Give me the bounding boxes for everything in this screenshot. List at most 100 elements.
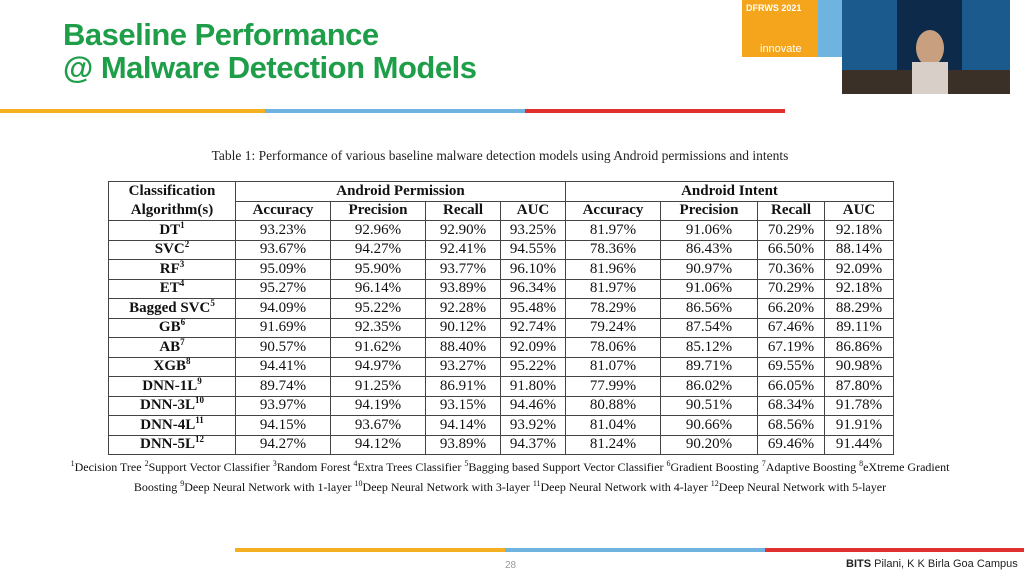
row-name: XGB8 (108, 356, 236, 377)
table-cell: 77.99% (565, 376, 661, 397)
table-cell: 81.07% (565, 356, 661, 377)
footer-org: BITS Pilani, K K Birla Goa Campus (846, 558, 1018, 570)
table-cell: 86.91% (425, 376, 501, 397)
table-cell: 88.40% (425, 337, 501, 358)
column-header: Accuracy (565, 200, 661, 221)
table-cell: 92.90% (425, 220, 501, 241)
table-row: SVC2 93.67% 94.27% 92.41% 94.55% 78.36% 86.43%… (108, 239, 894, 260)
table-cell: 94.15% (235, 415, 331, 436)
table-row: XGB8 94.41% 94.97% 93.27% 95.22% 81.07% 89.71%… (108, 356, 894, 377)
footnote-mark: 6 (666, 459, 671, 468)
table-cell: 91.91% (824, 415, 894, 436)
webcam (842, 0, 1010, 94)
footnote-mark: 12 (710, 479, 719, 488)
row-name: DNN-3L10 (108, 395, 236, 416)
table-cell: 93.23% (235, 220, 331, 241)
table-cell: 89.74% (235, 376, 331, 397)
org-bold: BITS (846, 558, 872, 570)
table-row: DNN-1L9 89.74% 91.25% 86.91% 91.80% 77.99% 86.… (108, 375, 894, 397)
table-cell: 69.46% (757, 434, 825, 455)
header-row: Accuracy Precision Recall AUC Accuracy Precis… (109, 200, 894, 221)
footnote-mark: 5 (464, 459, 469, 468)
divider (765, 548, 1024, 552)
footnote: 9Deep Neural Network with 1-layer (180, 479, 352, 495)
table-cell: 95.27% (235, 278, 331, 299)
footnote-mark: 8 (859, 459, 864, 468)
table-cell: 94.37% (500, 434, 566, 455)
table-cell: 94.14% (425, 415, 501, 436)
table-cell: 78.06% (565, 337, 661, 358)
footnote-text: Bagging based Support Vector Classifier (468, 460, 664, 474)
table-row: RF3 95.09% 95.90% 93.77% 96.10% 81.96% 90.97% 7… (108, 258, 894, 280)
table-cell: 93.67% (235, 239, 331, 260)
model-name: Bagged SVC (129, 299, 211, 316)
table-row: GB6 91.69% 92.35% 90.12% 92.74% 79.24% 87.54% 6… (108, 317, 894, 338)
footnote-mark: 7 (761, 459, 766, 468)
footnote: 5Bagging based Support Vector Classifier (464, 459, 664, 475)
footnote-mark: 2 (144, 459, 149, 468)
table-cell: 94.27% (235, 434, 331, 455)
table-cell: 86.02% (660, 376, 758, 397)
table-cell: 70.29% (757, 278, 825, 299)
table-cell: 67.46% (757, 317, 825, 338)
column-header: Precision (660, 200, 758, 221)
model-name: DT (159, 221, 181, 238)
footnote-ref: 9 (197, 375, 202, 386)
model-name: DNN-5L (140, 436, 195, 453)
title-line: @ Malware Detection Models (63, 50, 477, 85)
footnote-text: Gradient Boosting (670, 460, 759, 474)
table-cell: 92.09% (500, 337, 566, 358)
table-cell: 90.66% (660, 415, 758, 436)
footnote-mark: 10 (354, 479, 363, 488)
table-cell: 91.25% (330, 376, 426, 397)
footnote: 6Gradient Boosting (666, 459, 759, 475)
footnote-ref: 11 (195, 414, 204, 425)
table-cell: 94.12% (330, 434, 426, 455)
table-cell: 93.67% (330, 415, 426, 436)
model-name: RF (159, 260, 180, 277)
table-cell: 92.96% (330, 220, 426, 241)
divider (265, 109, 525, 113)
table-cell: 94.97% (330, 356, 426, 377)
footnote-ref: 3 (179, 258, 185, 269)
table-cell: 94.27% (330, 239, 426, 260)
table-cell: 81.24% (565, 434, 661, 455)
table-cell: 95.48% (500, 298, 566, 319)
table-cell: 94.19% (330, 395, 426, 416)
footnote-text: Deep Neural Network with 1-layer (184, 480, 352, 494)
model-name: DNN-1L (142, 377, 198, 394)
table-row: DNN-4L11 94.15% 93.67% 94.14% 93.92% 81.04% 90… (108, 414, 894, 436)
row-name: ET4 (108, 278, 236, 299)
table-cell: 66.20% (757, 298, 825, 319)
table-cell: 81.04% (565, 415, 661, 436)
footnote: 3Random Forest (272, 459, 351, 475)
table-row: DNN-5L12 94.27% 94.12% 93.89% 94.37% 81.24% 90… (108, 434, 894, 455)
table-cell: 79.24% (565, 317, 661, 338)
table-cell: 67.19% (757, 337, 825, 358)
table-cell: 93.97% (235, 395, 331, 416)
footnote: 2Support Vector Classifier (144, 459, 270, 475)
table-cell: 91.78% (824, 395, 894, 416)
table-cell: 81.97% (565, 278, 661, 299)
logo-box: DFRWS 2021 innovate (742, 0, 818, 57)
row-name: Bagged SVC5 (108, 298, 236, 319)
table-cell: 90.20% (660, 434, 758, 455)
footnote: 8eXtreme Gradient Boosting (134, 459, 950, 495)
footnote-mark: 9 (180, 479, 185, 488)
table-cell: 87.80% (824, 376, 894, 397)
footnote-ref: 10 (195, 395, 204, 406)
table-cell: 92.41% (425, 239, 501, 260)
table-cell: 88.14% (824, 239, 894, 260)
footnote-text: Support Vector Classifier (148, 460, 270, 474)
footnote-text: Adaptive Boosting (765, 460, 857, 474)
footnote-text: Decision Tree (74, 460, 142, 474)
model-name: SVC (154, 241, 185, 258)
footnote-ref: 8 (186, 356, 191, 367)
footnote-text: Extra Trees Classifier (357, 460, 462, 474)
table-cell: 66.05% (757, 376, 825, 397)
table-cell: 94.41% (235, 356, 331, 377)
table-cell: 93.89% (425, 434, 501, 455)
table-cell: 91.06% (660, 220, 758, 241)
footnote-mark: 3 (272, 459, 277, 468)
